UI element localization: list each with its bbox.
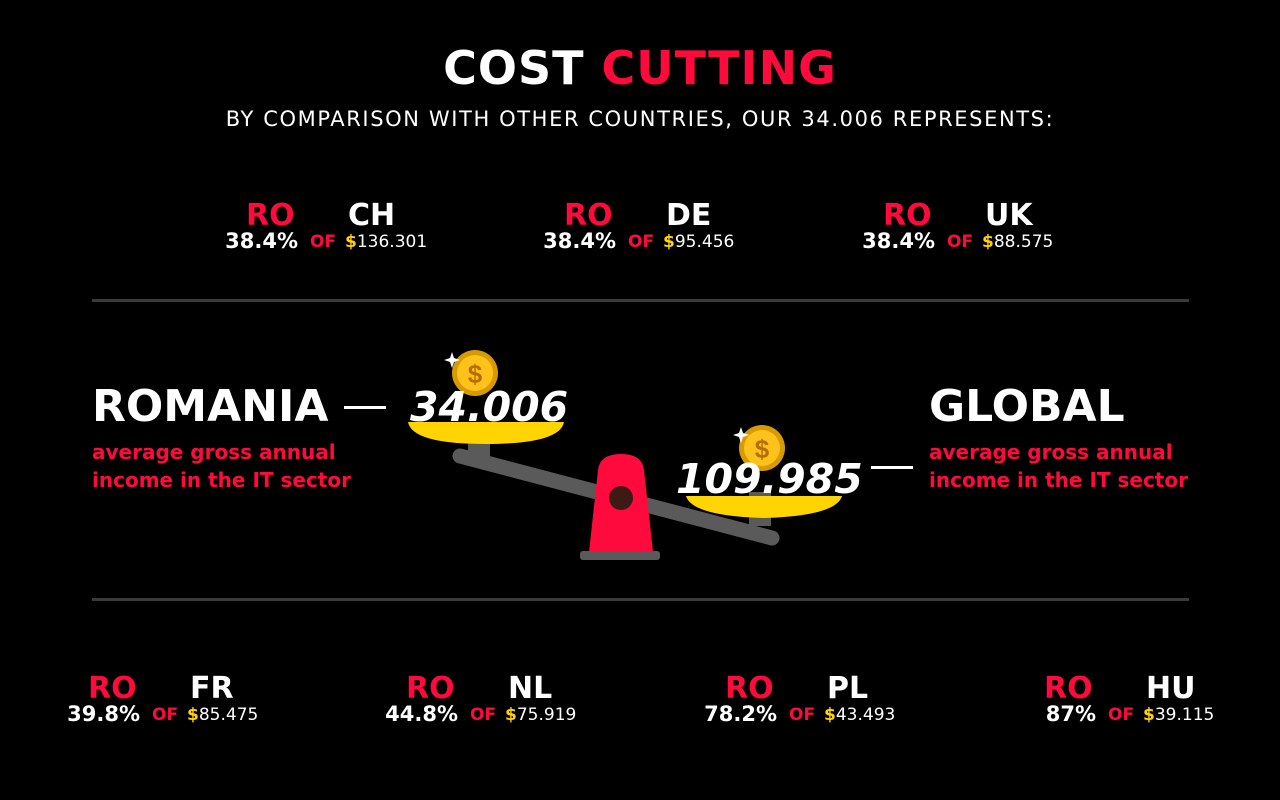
comparison-nl: RO NL 44.8% OF $75.919 xyxy=(382,671,642,731)
ro-label: RO xyxy=(1044,671,1093,706)
amount-number: 39.115 xyxy=(1154,705,1215,725)
amount-value: $95.456 xyxy=(663,231,734,253)
ro-label: RO xyxy=(406,671,455,706)
right-pan xyxy=(686,496,842,518)
currency-symbol: $ xyxy=(345,232,357,252)
ro-label: RO xyxy=(564,198,613,233)
country-code: PL xyxy=(827,671,869,706)
page-title: COST CUTTING xyxy=(0,40,1280,96)
global-dash xyxy=(871,466,913,469)
romania-desc-line1: average gross annual xyxy=(92,440,336,464)
global-description: average gross annual income in the IT se… xyxy=(929,438,1209,494)
percent-value: 78.2% xyxy=(704,702,777,726)
page-subtitle: BY COMPARISON WITH OTHER COUNTRIES, OUR … xyxy=(225,107,1055,131)
svg-text:$: $ xyxy=(468,359,483,389)
currency-symbol: $ xyxy=(824,705,836,725)
percent-value: 39.8% xyxy=(67,702,140,726)
amount-value: $39.115 xyxy=(1143,704,1214,726)
comparison-hu: RO HU 87% OF $39.115 xyxy=(1020,671,1280,731)
percent-value: 38.4% xyxy=(862,229,935,253)
amount-number: 43.493 xyxy=(835,705,896,725)
divider-bottom xyxy=(92,598,1189,601)
fulcrum-pivot xyxy=(609,486,633,510)
amount-value: $136.301 xyxy=(345,231,427,253)
title-part1: COST xyxy=(443,41,585,95)
romania-description: average gross annual income in the IT se… xyxy=(92,438,372,494)
of-label: OF xyxy=(789,705,816,725)
comparison-pl: RO PL 78.2% OF $43.493 xyxy=(701,671,961,731)
comparison-uk: RO UK 38.4% OF $88.575 xyxy=(859,198,1119,258)
currency-symbol: $ xyxy=(1143,705,1155,725)
of-label: OF xyxy=(947,232,974,252)
ro-label: RO xyxy=(725,671,774,706)
global-value: 109.985 xyxy=(676,455,863,503)
comparison-fr: RO FR 39.8% OF $85.475 xyxy=(64,671,324,731)
dollar-coin-icon: $ xyxy=(733,425,785,471)
title-part2: CUTTING xyxy=(601,41,837,95)
global-desc-line1: average gross annual xyxy=(929,440,1173,464)
global-label: GLOBAL xyxy=(929,381,1125,432)
percent-value: 87% xyxy=(1045,702,1096,726)
romania-dash xyxy=(344,406,386,409)
left-pan xyxy=(408,422,564,444)
of-label: OF xyxy=(1108,705,1135,725)
ro-label: RO xyxy=(883,198,932,233)
country-code: UK xyxy=(985,198,1033,233)
amount-value: $43.493 xyxy=(824,704,895,726)
amount-value: $75.919 xyxy=(505,704,576,726)
percent-value: 44.8% xyxy=(385,702,458,726)
amount-number: 85.475 xyxy=(198,705,259,725)
percent-value: 38.4% xyxy=(543,229,616,253)
of-label: OF xyxy=(470,705,497,725)
country-code: NL xyxy=(508,671,553,706)
dollar-coin-icon: $ xyxy=(444,350,498,396)
romania-label: ROMANIA xyxy=(92,381,329,432)
currency-symbol: $ xyxy=(187,705,199,725)
comparison-ch: RO CH 38.4% OF $136.301 xyxy=(222,198,482,258)
comparison-de: RO DE 38.4% OF $95.456 xyxy=(540,198,800,258)
country-code: DE xyxy=(666,198,712,233)
ro-label: RO xyxy=(246,198,295,233)
svg-text:$: $ xyxy=(755,434,770,464)
amount-number: 95.456 xyxy=(674,232,735,252)
of-label: OF xyxy=(152,705,179,725)
romania-value: 34.006 xyxy=(410,383,569,431)
percent-value: 38.4% xyxy=(225,229,298,253)
currency-symbol: $ xyxy=(663,232,675,252)
amount-number: 88.575 xyxy=(993,232,1054,252)
ro-label: RO xyxy=(88,671,137,706)
country-code: HU xyxy=(1146,671,1196,706)
amount-value: $88.575 xyxy=(982,231,1053,253)
global-desc-line2: income in the IT sector xyxy=(929,468,1188,492)
currency-symbol: $ xyxy=(505,705,517,725)
divider-top xyxy=(92,299,1189,302)
amount-value: $85.475 xyxy=(187,704,258,726)
amount-number: 136.301 xyxy=(356,232,428,252)
country-code: FR xyxy=(190,671,234,706)
amount-number: 75.919 xyxy=(516,705,577,725)
country-code: CH xyxy=(348,198,396,233)
romania-desc-line2: income in the IT sector xyxy=(92,468,351,492)
scale-base xyxy=(580,551,660,560)
of-label: OF xyxy=(628,232,655,252)
of-label: OF xyxy=(310,232,337,252)
currency-symbol: $ xyxy=(982,232,994,252)
